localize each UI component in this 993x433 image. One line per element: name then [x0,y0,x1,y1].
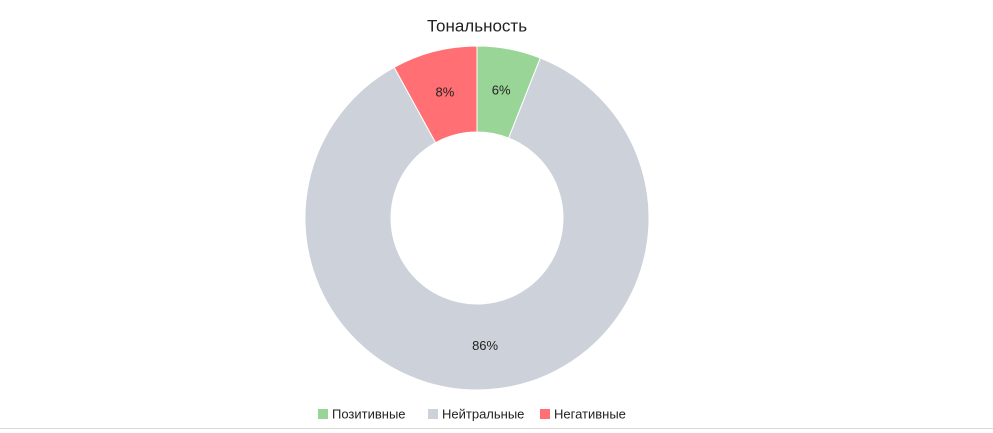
data-label: 6% [492,83,511,98]
legend-label: Позитивные [332,406,406,421]
donut-segment [393,45,478,144]
legend-swatch [540,409,550,419]
chart-title: Тональность [427,16,527,35]
data-label: 8% [436,84,455,99]
legend-label: Нейтральные [442,406,524,421]
legend-swatch [318,409,328,419]
legend-swatch [428,409,438,419]
data-label: 86% [472,338,498,353]
donut-segment [304,57,650,391]
legend-label: Негативные [554,406,626,421]
